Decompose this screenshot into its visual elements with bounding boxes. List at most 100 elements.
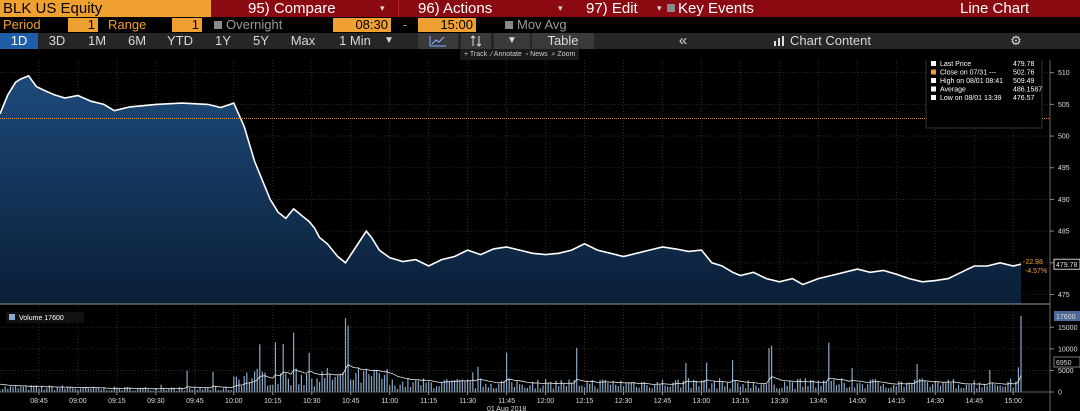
sort-arrows-icon[interactable] (461, 33, 491, 49)
volume-bar (560, 380, 562, 392)
volume-bar (261, 371, 263, 392)
volume-axis-label: 15000 (1058, 325, 1078, 332)
compare-dropdown-icon[interactable]: ▾ (380, 3, 385, 13)
interval-dropdown-icon[interactable]: ▼ (384, 35, 394, 46)
volume-bar (532, 381, 534, 392)
line-chart-icon[interactable] (418, 33, 458, 49)
time-axis-label: 14:45 (965, 398, 983, 405)
volume-bar (911, 382, 913, 392)
volume-bar (890, 387, 892, 392)
volume-bar (77, 389, 79, 392)
track-icon[interactable]: + (464, 51, 470, 58)
volume-bar (118, 388, 121, 392)
overnight-checkbox[interactable] (214, 21, 222, 29)
volume-bar (295, 368, 297, 392)
volume-bar (441, 382, 443, 392)
range-button-1y[interactable]: 1Y (215, 33, 231, 48)
last-price-tag-label: 479.78 (1056, 262, 1078, 269)
gear-icon[interactable]: ⚙ (1010, 33, 1022, 48)
volume-bar (721, 381, 723, 392)
volume-bar (732, 360, 734, 392)
volume-bar (706, 362, 708, 392)
range-button-ytd[interactable]: YTD (167, 33, 193, 48)
mov-avg-checkbox[interactable] (505, 21, 513, 29)
volume-bar (430, 382, 432, 392)
chart-content-button[interactable]: Chart Content (790, 33, 871, 48)
start-time-input[interactable]: 08:30 (333, 18, 391, 32)
volume-bar (144, 387, 147, 392)
volume-bar (690, 387, 692, 392)
volume-bar (869, 379, 871, 392)
price-volume-chart[interactable]: 475480485490495500505510 Last Price479.7… (0, 60, 1080, 411)
time-axis-label: 09:00 (69, 398, 87, 405)
volume-bar (945, 382, 947, 392)
volume-bar (7, 388, 9, 392)
end-time-input[interactable]: 15:00 (418, 18, 476, 32)
volume-average-line (0, 363, 1022, 390)
volume-bar (103, 387, 105, 392)
volume-bar (1010, 378, 1012, 392)
table-button[interactable]: Table (532, 33, 594, 49)
volume-bar (15, 386, 17, 392)
volume-bar (789, 380, 791, 392)
volume-bar (895, 386, 897, 392)
volume-bar (66, 386, 69, 392)
volume-bar (498, 383, 500, 392)
volume-bar (207, 387, 209, 392)
volume-bar (113, 386, 115, 392)
range-button-6m[interactable]: 6M (127, 33, 147, 48)
volume-bar (942, 382, 944, 392)
annotate-icon[interactable]: ⁄ (491, 51, 494, 58)
key-events-label[interactable]: Key Events (678, 0, 754, 17)
volume-bar (238, 379, 240, 392)
change-label: -22.98 (1023, 259, 1043, 266)
news-tool[interactable]: News (530, 51, 548, 58)
range-input[interactable]: 1 (172, 18, 202, 32)
volume-bar (1015, 381, 1017, 392)
volume-bar (856, 383, 858, 392)
volume-bar (947, 379, 949, 392)
volume-bar (833, 379, 835, 392)
zoom-tool[interactable]: Zoom (557, 51, 576, 58)
volume-bar (921, 378, 923, 392)
range-button-5y[interactable]: 5Y (253, 33, 269, 48)
volume-bar (885, 387, 887, 392)
volume-bar (537, 379, 539, 392)
compare-menu[interactable]: 95) Compare (248, 0, 336, 17)
key-events-checkbox[interactable] (667, 4, 675, 12)
range-button-max[interactable]: Max (290, 33, 316, 48)
volume-bar (609, 384, 612, 392)
volume-bar (973, 380, 975, 392)
track-tool[interactable]: Track (469, 51, 488, 58)
ticker-field[interactable]: BLK US Equity (0, 0, 211, 17)
volume-bar (454, 380, 456, 392)
actions-dropdown-icon[interactable]: ▾ (558, 3, 563, 13)
volume-bar (924, 381, 926, 392)
time-axis-label: 10:00 (225, 398, 243, 405)
collapse-panel-button[interactable]: « (678, 32, 688, 49)
volume-bar (324, 378, 326, 392)
news-icon[interactable]: ▫ (525, 51, 531, 58)
price-axis-label: 475 (1058, 292, 1070, 299)
zoom-icon[interactable]: ⌕ (551, 51, 558, 58)
volume-bar (638, 387, 640, 392)
volume-bar (729, 388, 731, 392)
volume-bar (635, 387, 638, 392)
volume-bar (846, 387, 848, 392)
interval-select[interactable]: 1 Min (339, 33, 371, 48)
range-button-1d[interactable]: 1D (0, 33, 38, 49)
annotate-tool[interactable]: Annotate (493, 51, 522, 58)
chart-options-dropdown-icon[interactable]: ▼ (494, 33, 530, 49)
volume-axis: 0 5000 10000 15000 17600 6950 (1050, 311, 1080, 397)
volume-bar (399, 384, 401, 392)
edit-dropdown-icon[interactable]: ▾ (657, 3, 662, 13)
chart-content-icon[interactable] (772, 33, 786, 49)
actions-menu[interactable]: 96) Actions (418, 0, 493, 17)
range-button-3d[interactable]: 3D (48, 33, 66, 48)
period-input[interactable]: 1 (68, 18, 98, 32)
volume-bar (615, 384, 617, 392)
volume-bar (472, 372, 474, 392)
edit-menu[interactable]: 97) Edit (586, 0, 638, 17)
range-button-1m[interactable]: 1M (87, 33, 107, 48)
chart-type-label[interactable]: Line Chart (960, 0, 1030, 17)
